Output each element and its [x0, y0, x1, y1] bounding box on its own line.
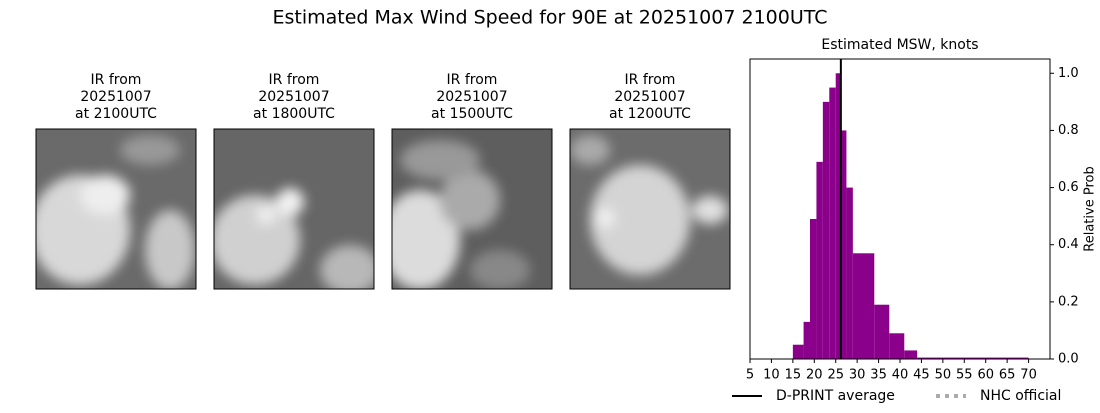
bar — [846, 187, 853, 359]
x-tick-label: 40 — [892, 368, 909, 383]
y-tick-label: 0.4 — [1058, 237, 1079, 252]
y-tick-label: 0.6 — [1058, 180, 1079, 195]
bar — [917, 357, 1029, 359]
bar — [835, 73, 840, 360]
ir-image — [570, 129, 730, 289]
x-tick-label: 55 — [956, 368, 973, 383]
bar — [829, 87, 836, 360]
panel-title: at 1800UTC — [253, 106, 335, 122]
panel-title: IR from — [91, 72, 142, 88]
x-tick-label: 30 — [849, 368, 866, 383]
panel-title: 20251007 — [614, 89, 685, 105]
panel-title: 20251007 — [436, 89, 507, 105]
x-tick-label: 5 — [746, 368, 754, 383]
image-frames — [35, 128, 731, 290]
y-tick-label: 0.2 — [1058, 294, 1079, 309]
x-tick-label: 35 — [870, 368, 887, 383]
panel-title: at 2100UTC — [75, 106, 157, 122]
plot-frame — [749, 58, 1051, 360]
panel-title: at 1200UTC — [609, 106, 691, 122]
panel-title: IR from — [269, 72, 320, 88]
panel-title: at 1500UTC — [431, 106, 513, 122]
x-tick-label: 45 — [913, 368, 930, 383]
chart-title: Estimated MSW, knots — [821, 37, 978, 53]
ir-image — [36, 129, 196, 289]
y-axis-label: Relative Prob — [1083, 166, 1098, 251]
x-tick-label: 65 — [999, 368, 1016, 383]
bar — [822, 101, 830, 359]
panel-title: IR from — [625, 72, 676, 88]
y-tick-label: 0.0 — [1058, 352, 1079, 367]
panel-title: 20251007 — [80, 89, 151, 105]
bar — [810, 219, 817, 359]
x-tick-label: 70 — [1020, 368, 1037, 383]
x-tick-label: 50 — [935, 368, 952, 383]
bar — [816, 161, 823, 359]
x-tick-label: 60 — [977, 368, 994, 383]
panel-title: 20251007 — [258, 89, 329, 105]
bar — [803, 321, 810, 359]
bar — [840, 130, 847, 359]
bar — [852, 253, 875, 359]
bar — [889, 333, 905, 359]
x-tick-label: 10 — [763, 368, 780, 383]
y-tick-label: 1.0 — [1058, 66, 1079, 81]
x-tick-label: 25 — [827, 368, 844, 383]
bar — [904, 350, 918, 359]
ir-image — [392, 129, 552, 289]
ir-image — [214, 129, 374, 289]
legend-label: NHC official — [980, 388, 1061, 404]
panel-title: IR from — [447, 72, 498, 88]
y-tick-label: 0.8 — [1058, 123, 1079, 138]
bar — [792, 344, 804, 359]
bar — [874, 304, 890, 359]
x-tick-label: 20 — [806, 368, 823, 383]
x-tick-label: 15 — [785, 368, 802, 383]
legend-label: D-PRINT average — [776, 388, 895, 404]
figure-title: Estimated Max Wind Speed for 90E at 2025… — [272, 7, 827, 29]
